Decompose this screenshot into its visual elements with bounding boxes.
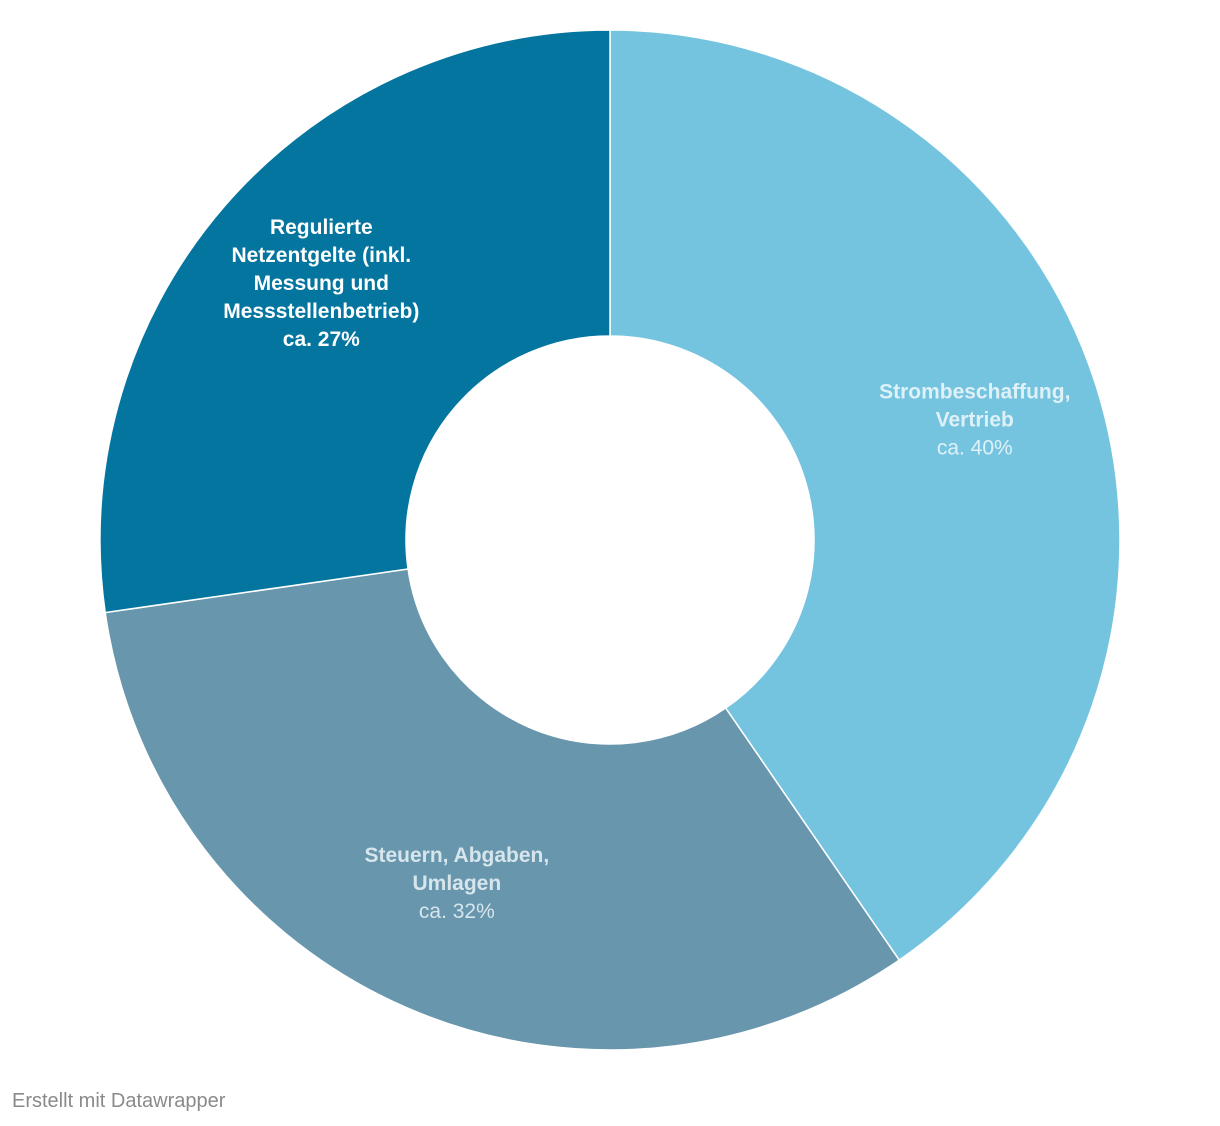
slice-label-line: Steuern, Abgaben, xyxy=(364,844,549,867)
donut-slices xyxy=(99,29,1121,1051)
slice-value-label: ca. 27% xyxy=(283,328,360,351)
slice-value-label: ca. 32% xyxy=(419,900,495,923)
slice-label-line: Messung und xyxy=(254,272,389,295)
slice-label-steuern-abgaben: Steuern, Abgaben, Umlagen ca. 32% xyxy=(364,844,549,923)
slice-strombeschaffung xyxy=(609,29,1121,962)
slice-steuern-abgaben xyxy=(104,568,901,1051)
slice-label-line: Strombeschaffung, xyxy=(879,381,1070,404)
footer-credit: Erstellt mit Datawrapper xyxy=(12,1090,226,1112)
slice-value-label: ca. 40% xyxy=(937,437,1013,460)
donut-chart: Strombeschaffung, Vertrieb ca. 40% Steuern,… xyxy=(99,29,1121,1051)
slice-label-line: Regulierte xyxy=(270,216,373,239)
slice-regulierte xyxy=(99,29,611,614)
slice-label-regulierte: Regulierte Netzentgelte (inkl. Messung und… xyxy=(223,216,419,351)
donut-labels: Strombeschaffung, Vertrieb ca. 40% Steuern,… xyxy=(223,216,1070,923)
slice-label-line: Umlagen xyxy=(413,872,502,895)
slice-label-line: Vertrieb xyxy=(936,409,1014,432)
slice-label-line: Messstellenbetrieb) xyxy=(223,300,419,323)
slice-label-strombeschaffung: Strombeschaffung, Vertrieb ca. 40% xyxy=(879,381,1070,460)
slice-label-line: Netzentgelte (inkl. xyxy=(231,244,411,267)
